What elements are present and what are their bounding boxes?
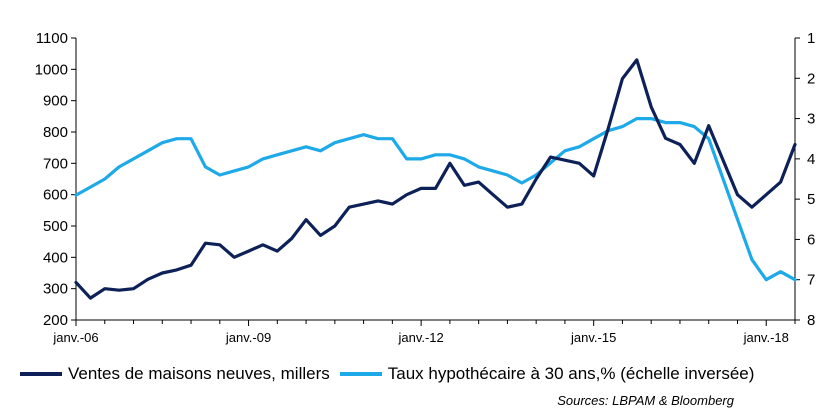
chart-axes — [71, 37, 800, 326]
y-left-tick-label: 1100 — [36, 30, 68, 47]
y-left-tick-label: 200 — [43, 312, 68, 329]
y-left-tick-label: 500 — [43, 218, 68, 235]
y-right-tick-label: 5 — [807, 191, 815, 208]
line-chart: 1100 1000 900 800 700 600 500 400 300 200 1 2 3 4 5 6 7 8… — [35, 30, 816, 345]
y-left-tick-label: 900 — [43, 93, 68, 110]
y-right-tick-label: 1 — [807, 30, 815, 47]
chart-tick-labels: 1100 1000 900 800 700 600 500 400 300 200 1 2 3 4 5 6 7 8… — [35, 30, 816, 345]
y-right-tick-label: 2 — [807, 70, 815, 87]
x-tick-label: janv.-06 — [52, 330, 98, 345]
source-note: Sources: LBPAM & Bloomberg — [557, 393, 734, 408]
legend-item-mortgage-rate: Taux hypothécaire à 30 ans,% (échelle in… — [339, 364, 755, 384]
y-left-tick-label: 600 — [43, 187, 68, 204]
y-right-tick-label: 6 — [807, 231, 815, 248]
y-right-tick-label: 8 — [807, 312, 815, 329]
y-right-tick-label: 3 — [807, 111, 815, 128]
x-tick-label: janv.-09 — [225, 330, 271, 345]
y-right-tick-label: 7 — [807, 272, 815, 289]
series-line-sales — [74, 58, 797, 300]
y-left-tick-label: 800 — [43, 124, 68, 141]
series-line-mortgage-rate — [74, 116, 797, 282]
chart-series — [74, 58, 797, 300]
chart-legend: Ventes de maisons neuves, millers Taux h… — [20, 364, 764, 384]
x-tick-label: janv.-12 — [397, 330, 443, 345]
y-left-tick-label: 400 — [43, 249, 68, 266]
legend-item-sales: Ventes de maisons neuves, millers — [20, 364, 330, 384]
y-left-tick-label: 300 — [43, 281, 68, 298]
y-left-tick-label: 1000 — [35, 61, 68, 78]
x-tick-label: janv.-18 — [743, 330, 789, 345]
legend-swatch-mortgage-rate — [339, 372, 382, 376]
y-right-tick-label: 4 — [807, 151, 815, 168]
legend-label-mortgage-rate: Taux hypothécaire à 30 ans,% (échelle in… — [387, 364, 755, 383]
x-tick-label: janv.-15 — [570, 330, 616, 345]
legend-swatch-sales — [20, 372, 62, 376]
legend-label-sales: Ventes de maisons neuves, millers — [68, 364, 330, 383]
y-left-tick-label: 700 — [43, 155, 68, 172]
